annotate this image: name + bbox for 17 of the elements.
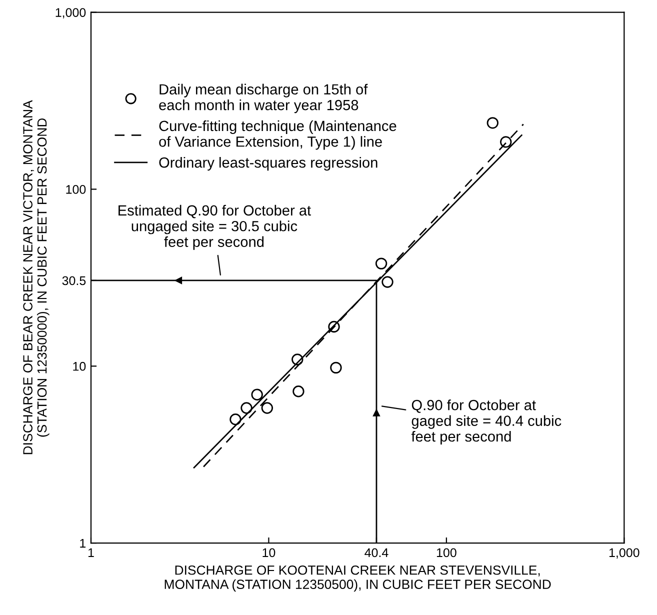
annotation: Estimated Q.90 for October at ungaged site = 30.5 cubic feet per second <box>118 204 311 250</box>
x-tick-label: 1,000 <box>609 548 640 559</box>
y-tick-label: 30.5 <box>62 276 86 286</box>
x-axis-title: DISCHARGE OF KOOTENAI CREEK NEAR STEVENSVILLE, MONTANA (STATION 12350500), IN CUBIC FEET PER SECOND <box>164 565 551 592</box>
legend-label: Ordinary least-squares regression <box>159 156 378 171</box>
x-tick-label: 40.4 <box>364 548 388 558</box>
x-tick-label: 100 <box>436 548 456 558</box>
x-tick-label: 1 <box>88 548 94 557</box>
y-tick-label: 1,000 <box>56 8 86 18</box>
legend-label: Daily mean discharge on 15th of each month in water year 1958 <box>159 84 368 114</box>
x-tick-label: 10 <box>262 548 276 558</box>
y-tick-label: 100 <box>66 185 86 194</box>
legend-label: Curve-fitting technique (Maintenance of Variance Extension, Type 1) line <box>159 120 396 150</box>
y-axis-title: DISCHARGE OF BEAR CREEK NEAR VICTOR, MONTANA (STATION 12350000), IN CUBIC FEET PER SECOND <box>23 100 50 454</box>
annotation: Q.90 for October at gaged site = 40.4 cubic feet per second <box>411 400 562 445</box>
y-tick-label: 10 <box>73 362 86 371</box>
y-tick-label: 1 <box>80 538 86 548</box>
